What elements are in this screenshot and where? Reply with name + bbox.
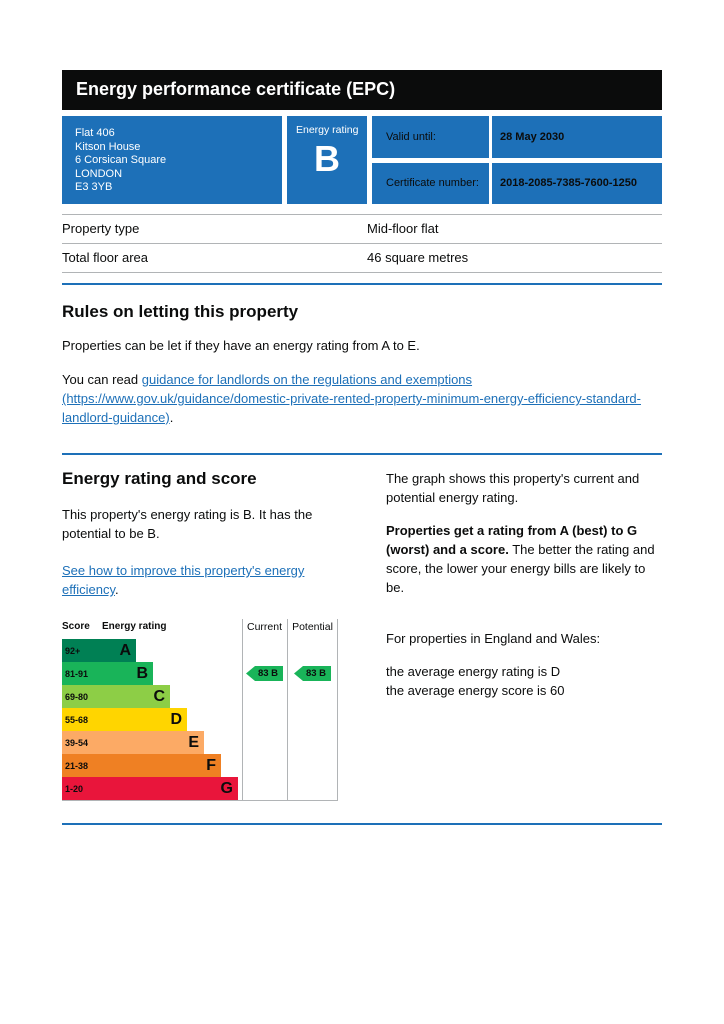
epc-score-range: 69-80: [62, 685, 98, 708]
epc-band-row-F: 21-38 F: [62, 754, 338, 777]
average-score-line: the average energy score is 60: [386, 683, 565, 698]
chart-col-score: Score: [62, 621, 90, 632]
epc-band-row-G: 1-20 G: [62, 777, 338, 800]
valid-until-value: 28 May 2030: [500, 130, 565, 143]
energy-rating-section: Energy rating and score This property's …: [62, 469, 662, 801]
epc-band-letter: G: [220, 779, 233, 797]
chart-gridline: [287, 619, 288, 800]
epc-band-bar: D: [98, 708, 187, 731]
epc-band-letter: F: [206, 756, 216, 774]
detail-value: Mid-floor flat: [367, 221, 439, 236]
page-title-bar: Energy performance certificate (EPC): [62, 70, 662, 110]
address-line: E3 3YB: [75, 181, 113, 193]
certificate-number-label: Certificate number:: [372, 162, 492, 204]
section-divider: [62, 823, 662, 825]
epc-band-row-B: 81-91 B: [62, 662, 338, 685]
certificate-content: Energy performance certificate (EPC) Fla…: [62, 70, 662, 825]
epc-band-letter: D: [170, 710, 182, 728]
table-row: Total floor area 46 square metres: [62, 243, 662, 273]
detail-label: Total floor area: [62, 250, 148, 265]
epc-band-bar: G: [98, 777, 238, 800]
rating-left-column: Energy rating and score This property's …: [62, 469, 358, 801]
chart-gridline: [242, 619, 243, 800]
epc-score-range: 21-38: [62, 754, 98, 777]
valid-until-label: Valid until:: [372, 116, 492, 158]
epc-band-bar: F: [98, 754, 221, 777]
guidance-prefix: You can read: [62, 372, 142, 387]
page-title: Energy performance certificate (EPC): [76, 79, 396, 99]
energy-rating-value: B: [314, 138, 340, 179]
epc-band-bar: B: [98, 662, 153, 685]
epc-chart-header: Score Energy rating Current Potential: [62, 619, 338, 639]
table-row: Property type Mid-floor flat: [62, 214, 662, 243]
epc-band-row-C: 69-80 C: [62, 685, 338, 708]
average-rating-line: the average energy rating is D: [386, 664, 561, 679]
address-line: Kitson House: [75, 140, 141, 153]
england-wales-text: For properties in England and Wales:: [386, 631, 601, 646]
chart-gridline: [337, 619, 338, 800]
ratings-explanation-rest: The better the rating and score, the low…: [386, 542, 655, 595]
rating-summary-text: This property's energy rating is B. It h…: [62, 507, 313, 541]
potential-rating-marker: 83 B: [294, 666, 331, 681]
certificate-meta: Valid until: 28 May 2030 Certificate num…: [372, 116, 662, 204]
property-details-table: Property type Mid-floor flat Total floor…: [62, 214, 662, 273]
epc-chart-body: 92+ A 81-91 B 69-80 C 55-68 D 39-54 E 21-38 F 1-20 G: [62, 639, 338, 800]
epc-band-row-A: 92+ A: [62, 639, 338, 662]
epc-rating-chart: Score Energy rating Current Potential 92…: [62, 619, 338, 801]
section-heading: Rules on letting this property: [62, 302, 299, 321]
certificate-number-row: Certificate number: 2018-2085-7385-7600-…: [372, 162, 662, 204]
epc-band-row-D: 55-68 D: [62, 708, 338, 731]
energy-rating-box: Energy rating B: [287, 116, 367, 204]
current-rating-marker: 83 B: [246, 666, 283, 681]
certificate-summary: Flat 406 Kitson House 6 Corsican Square …: [62, 116, 662, 204]
epc-band-letter: B: [136, 664, 148, 682]
letting-rules-text: Properties can be let if they have an en…: [62, 338, 420, 353]
valid-until-row: Valid until: 28 May 2030: [372, 116, 662, 158]
improve-link[interactable]: See how to improve this property's energ…: [62, 563, 305, 597]
epc-score-range: 39-54: [62, 731, 98, 754]
epc-score-range: 92+: [62, 639, 98, 662]
address-line: LONDON: [75, 167, 123, 180]
improve-paragraph: See how to improve this property's energ…: [62, 561, 358, 599]
section-divider: [62, 453, 662, 455]
ratings-explanation: Properties get a rating from A (best) to…: [386, 521, 662, 597]
ratings-explanation-bold: Properties get a rating from A (best) to…: [386, 523, 638, 557]
guidance-link[interactable]: guidance for landlords on the regulation…: [62, 372, 641, 425]
address-line: 6 Corsican Square: [75, 154, 167, 166]
detail-label: Property type: [62, 221, 140, 236]
epc-band-letter: A: [119, 641, 131, 659]
letting-rules-section: Rules on letting this property Propertie…: [62, 302, 662, 427]
epc-score-range: 81-91: [62, 662, 98, 685]
epc-band-row-E: 39-54 E: [62, 731, 338, 754]
column-gap: [358, 469, 386, 801]
certificate-number-value: 2018-2085-7385-7600-1250: [500, 177, 638, 190]
epc-band-letter: C: [153, 687, 165, 705]
address-line: Flat 406: [75, 127, 115, 139]
chart-col-current: Current: [246, 621, 282, 633]
epc-score-range: 1-20: [62, 777, 98, 800]
chart-col-potential: Potential: [292, 621, 333, 633]
section-heading: Energy rating and score: [62, 469, 257, 488]
averages-text: the average energy rating is D the averag…: [386, 662, 662, 700]
improve-suffix: .: [115, 582, 119, 597]
property-address: Flat 406 Kitson House 6 Corsican Square …: [62, 116, 282, 204]
epc-band-bar: A: [98, 639, 136, 662]
energy-rating-label: Energy rating: [296, 124, 359, 136]
guidance-paragraph: You can read guidance for landlords on t…: [62, 370, 662, 427]
chart-col-energy-rating: Energy rating: [102, 621, 167, 632]
detail-value: 46 square metres: [367, 250, 469, 265]
epc-band-bar: C: [98, 685, 170, 708]
section-divider: [62, 283, 662, 285]
epc-band-letter: E: [188, 733, 199, 751]
guidance-suffix: .: [169, 410, 174, 425]
epc-band-bar: E: [98, 731, 204, 754]
epc-score-range: 55-68: [62, 708, 98, 731]
graph-description: The graph shows this property's current …: [386, 471, 640, 505]
rating-right-column: The graph shows this property's current …: [386, 469, 662, 801]
